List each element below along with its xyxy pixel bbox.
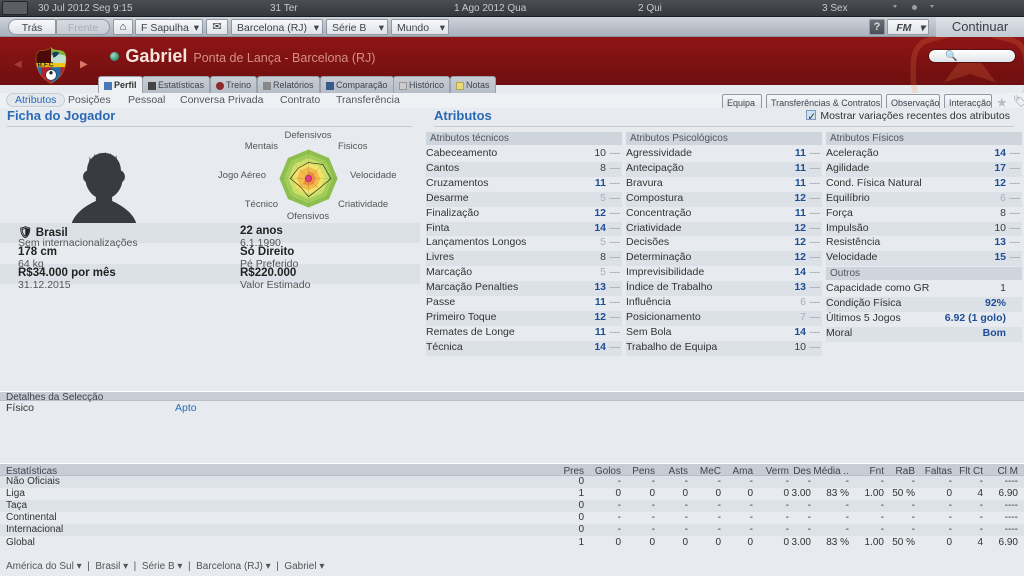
svg-text:B.F.C: B.F.C xyxy=(37,62,54,69)
